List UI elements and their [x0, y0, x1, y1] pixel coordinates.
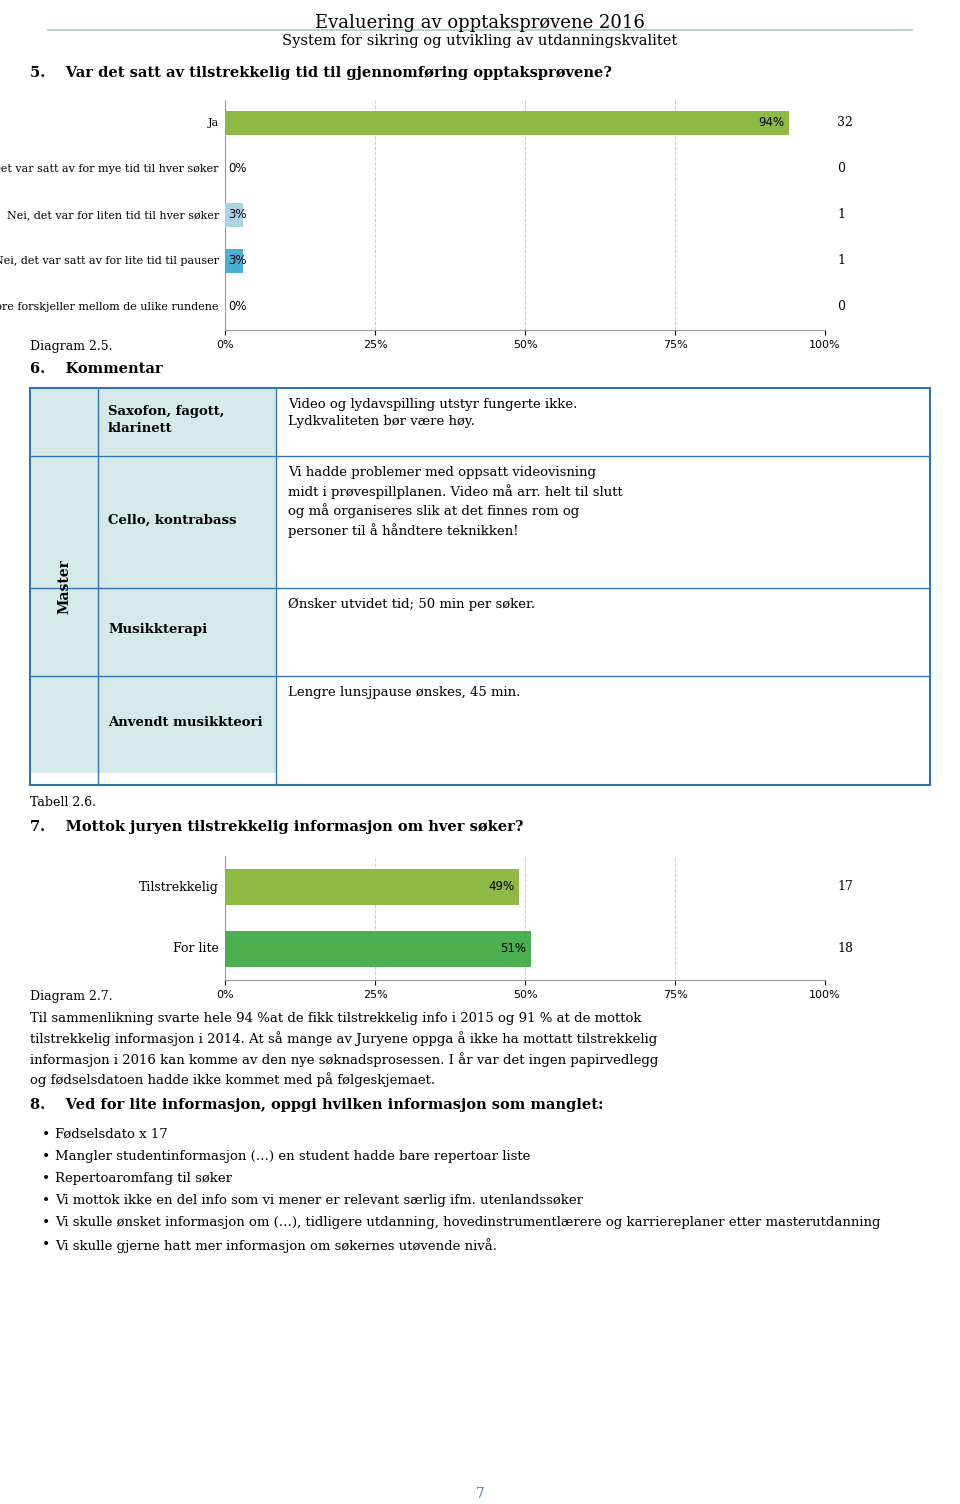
Text: Lengre lunsjpause ønskes, 45 min.: Lengre lunsjpause ønskes, 45 min. — [288, 686, 520, 699]
Bar — [225, 931, 531, 967]
Text: Vi skulle gjerne hatt mer informasjon om søkernes utøvende nivå.: Vi skulle gjerne hatt mer informasjon om… — [55, 1238, 497, 1253]
Text: 0%: 0% — [228, 301, 247, 313]
Text: 8.    Ved for lite informasjon, oppgi hvilken informasjon som manglet:: 8. Ved for lite informasjon, oppgi hvilk… — [30, 1098, 604, 1111]
Text: Evaluering av opptaksprøvene 2016: Evaluering av opptaksprøvene 2016 — [315, 14, 645, 32]
Text: •: • — [42, 1217, 50, 1230]
Text: Cello, kontrabass: Cello, kontrabass — [108, 513, 236, 526]
Text: Saxofon, fagott,
klarinett: Saxofon, fagott, klarinett — [108, 405, 225, 435]
Text: Vi skulle ønsket informasjon om (…), tidligere utdanning, hovedinstrumentlærere : Vi skulle ønsket informasjon om (…), tid… — [55, 1217, 880, 1229]
Text: Det var satt av for mye tid til hver søker: Det var satt av for mye tid til hver søk… — [0, 164, 219, 174]
Text: Diagram 2.5.: Diagram 2.5. — [30, 340, 112, 353]
Bar — [225, 869, 519, 905]
Text: Master: Master — [57, 559, 71, 614]
Text: 1: 1 — [837, 254, 845, 268]
Bar — [98, 456, 276, 588]
Text: Musikkterapi: Musikkterapi — [108, 624, 207, 636]
Bar — [30, 456, 98, 588]
Text: 18: 18 — [837, 943, 853, 955]
Text: Ønsker utvidet tid; 50 min per søker.: Ønsker utvidet tid; 50 min per søker. — [288, 599, 535, 611]
Text: 6.    Kommentar: 6. Kommentar — [30, 362, 162, 376]
Text: •: • — [42, 1238, 50, 1251]
Bar — [98, 388, 276, 456]
Bar — [98, 588, 276, 675]
Text: 0: 0 — [837, 301, 845, 313]
Text: 0: 0 — [837, 162, 845, 176]
Text: •: • — [42, 1151, 50, 1164]
Text: Vi hadde problemer med oppsatt videovisning
midt i prøvespillplanen. Video må ar: Vi hadde problemer med oppsatt videovisn… — [288, 466, 623, 538]
Bar — [30, 388, 930, 785]
Text: 5.    Var det satt av tilstrekkelig tid til gjennomføring opptaksprøvene?: 5. Var det satt av tilstrekkelig tid til… — [30, 66, 612, 80]
Text: 7: 7 — [475, 1487, 485, 1501]
Text: Det var store forskjeller mellom de ulike rundene: Det var store forskjeller mellom de ulik… — [0, 302, 219, 311]
Text: 94%: 94% — [758, 116, 784, 129]
Text: Nei, det var satt av for lite tid til pauser: Nei, det var satt av for lite tid til pa… — [0, 256, 219, 266]
Bar — [30, 388, 98, 456]
Text: Fødselsdato x 17: Fødselsdato x 17 — [55, 1128, 168, 1142]
Text: 32: 32 — [837, 116, 852, 129]
Text: Ja: Ja — [207, 117, 219, 128]
Bar — [225, 111, 789, 135]
Bar — [98, 675, 276, 773]
Text: •: • — [42, 1128, 50, 1142]
Bar — [30, 675, 98, 773]
Text: •: • — [42, 1194, 50, 1208]
Bar — [225, 250, 243, 272]
Text: 0%: 0% — [228, 162, 247, 176]
Text: System for sikring og utvikling av utdanningskvalitet: System for sikring og utvikling av utdan… — [282, 35, 678, 48]
Text: Diagram 2.7.: Diagram 2.7. — [30, 990, 112, 1003]
Text: Anvendt musikkteori: Anvendt musikkteori — [108, 716, 263, 729]
Text: 51%: 51% — [500, 943, 526, 955]
Text: 3%: 3% — [228, 209, 247, 221]
Text: Video og lydavspilling utstyr fungerte ikke.
Lydkvaliteten bør være høy.: Video og lydavspilling utstyr fungerte i… — [288, 399, 577, 429]
Text: Nei, det var for liten tid til hver søker: Nei, det var for liten tid til hver søke… — [7, 211, 219, 220]
Bar — [225, 203, 243, 227]
Bar — [30, 588, 98, 675]
Text: 49%: 49% — [488, 880, 515, 893]
Text: 7.    Mottok juryen tilstrekkelig informasjon om hver søker?: 7. Mottok juryen tilstrekkelig informasj… — [30, 820, 523, 835]
Text: 17: 17 — [837, 880, 852, 893]
Text: Tabell 2.6.: Tabell 2.6. — [30, 796, 96, 809]
Text: 3%: 3% — [228, 254, 247, 268]
Text: Repertoaromfang til søker: Repertoaromfang til søker — [55, 1172, 232, 1185]
Text: •: • — [42, 1172, 50, 1187]
Text: Vi mottok ikke en del info som vi mener er relevant særlig ifm. utenlandssøker: Vi mottok ikke en del info som vi mener … — [55, 1194, 583, 1208]
Text: Til sammenlikning svarte hele 94 %at de fikk tilstrekkelig info i 2015 og 91 % a: Til sammenlikning svarte hele 94 %at de … — [30, 1012, 659, 1087]
Text: 1: 1 — [837, 209, 845, 221]
Text: For lite: For lite — [173, 943, 219, 955]
Text: Tilstrekkelig: Tilstrekkelig — [139, 880, 219, 893]
Text: Mangler studentinformasjon (…) en student hadde bare repertoar liste: Mangler studentinformasjon (…) en studen… — [55, 1151, 530, 1163]
